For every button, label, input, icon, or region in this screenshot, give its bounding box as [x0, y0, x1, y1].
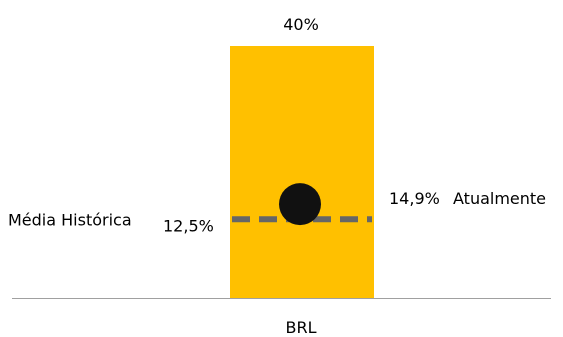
x-tick-label: BRL [285, 318, 316, 337]
current-value: 14,9% [389, 189, 440, 208]
range-bar [230, 46, 374, 298]
bar-top-label: 40% [283, 15, 319, 34]
historical-mean-value: 12,5% [163, 216, 214, 235]
current-value-marker [279, 183, 321, 226]
historical-mean-label: Média Histórica [8, 210, 132, 229]
current-value-label: Atualmente [453, 189, 546, 208]
